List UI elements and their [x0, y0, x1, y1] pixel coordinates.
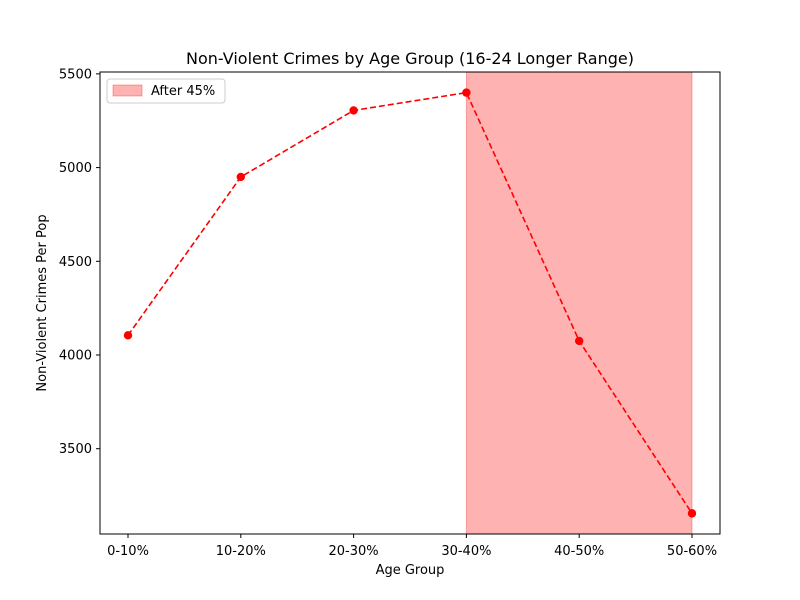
data-point [236, 172, 245, 182]
legend-swatch [112, 84, 143, 97]
plot-frame [99, 71, 721, 535]
chart-title: Non-Violent Crimes by Age Group (16-24 L… [186, 49, 634, 68]
x-ticks: 0-10% 10-20% 20-30% 30-40% 40-50% 50-60% [107, 534, 717, 559]
series-line [127, 91, 693, 514]
legend: After 45% [106, 78, 226, 104]
y-tick-label: 4000 [59, 349, 92, 364]
series-line-layer [127, 91, 693, 514]
data-point [575, 336, 584, 346]
x-tick-label: 40-50% [554, 544, 604, 559]
x-tick-label: 10-20% [216, 544, 266, 559]
x-tick-label: 20-30% [329, 544, 379, 559]
data-point [462, 88, 471, 97]
data-point [349, 106, 358, 115]
y-tick-label: 5000 [59, 161, 92, 176]
legend-frame [106, 78, 226, 104]
axes [99, 71, 721, 535]
shaded-region-layer [465, 71, 693, 535]
data-point [687, 509, 697, 518]
x-axis-label: Age Group [376, 563, 445, 578]
x-tick-label: 0-10% [107, 544, 149, 559]
shaded-region [465, 71, 693, 535]
y-tick-label: 5500 [59, 67, 92, 82]
legend-entry-label: After 45% [151, 84, 215, 99]
y-axis-label: Non-Violent Crimes Per Pop [35, 214, 50, 391]
y-tick-label: 3500 [59, 442, 92, 457]
y-tick-label: 4500 [59, 255, 92, 270]
y-ticks: 3500 4000 4500 5000 5500 [59, 67, 100, 457]
marker-layer [123, 88, 697, 518]
x-tick-label: 50-60% [667, 544, 717, 559]
data-point [123, 331, 133, 340]
x-tick-label: 30-40% [441, 544, 491, 559]
